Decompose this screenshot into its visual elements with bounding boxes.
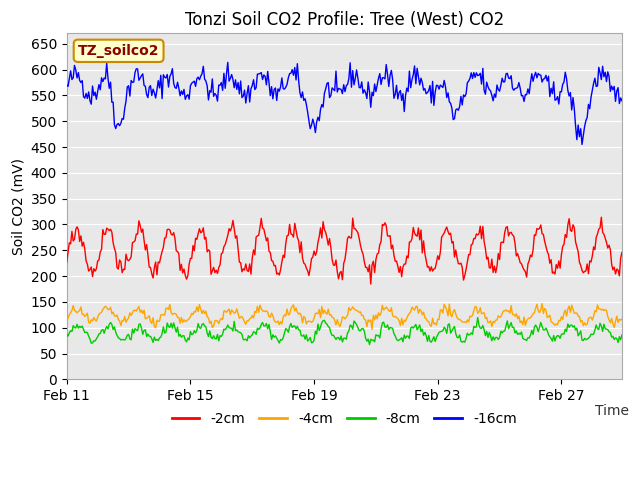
Text: TZ_soilco2: TZ_soilco2 [78,44,159,58]
Title: Tonzi Soil CO2 Profile: Tree (West) CO2: Tonzi Soil CO2 Profile: Tree (West) CO2 [185,11,504,29]
Legend: -2cm, -4cm, -8cm, -16cm: -2cm, -4cm, -8cm, -16cm [166,406,523,431]
Text: Time: Time [595,405,629,419]
Y-axis label: Soil CO2 (mV): Soil CO2 (mV) [11,158,25,255]
